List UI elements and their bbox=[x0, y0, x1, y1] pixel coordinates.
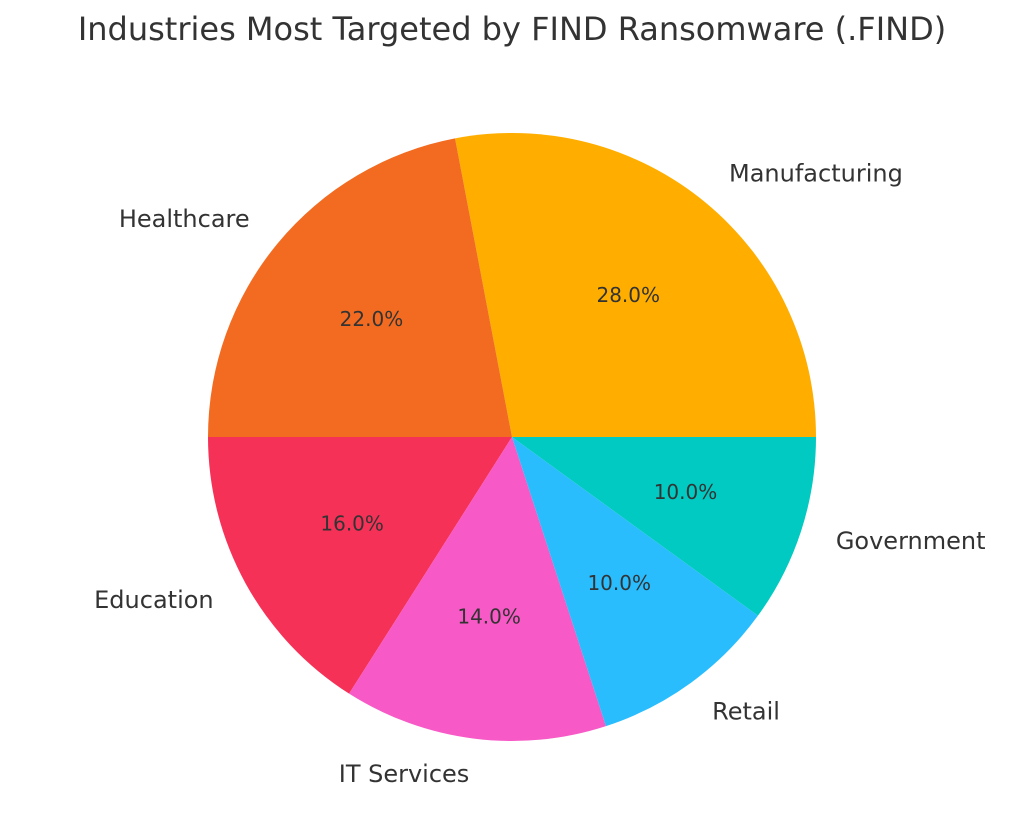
pie-slices bbox=[208, 133, 816, 741]
pie-slice-government bbox=[512, 437, 816, 616]
slice-label-education: Education bbox=[94, 586, 213, 614]
slice-label-government: Government bbox=[836, 527, 986, 555]
slice-label-retail: Retail bbox=[712, 697, 780, 725]
pie-labels: Manufacturing 28.0% Healthcare 22.0% Educati… bbox=[94, 160, 985, 788]
slice-value-healthcare: 22.0% bbox=[340, 307, 404, 331]
slice-value-it-services: 14.0% bbox=[457, 604, 521, 628]
slice-label-healthcare: Healthcare bbox=[119, 205, 250, 233]
pie-slice-healthcare bbox=[208, 138, 512, 437]
slice-label-manufacturing: Manufacturing bbox=[729, 160, 903, 188]
pie-slice-education bbox=[208, 437, 512, 694]
slice-value-education: 16.0% bbox=[320, 511, 384, 535]
slice-label-it-services: IT Services bbox=[339, 760, 470, 788]
slice-value-retail: 10.0% bbox=[587, 571, 651, 595]
slice-value-manufacturing: 28.0% bbox=[596, 283, 660, 307]
pie-slice-manufacturing bbox=[455, 133, 816, 438]
chart-title: Industries Most Targeted by FIND Ransomw… bbox=[77, 10, 947, 48]
pie-slice-retail bbox=[512, 437, 758, 727]
pie-slice-it-services bbox=[349, 437, 606, 741]
slice-value-government: 10.0% bbox=[654, 480, 718, 504]
